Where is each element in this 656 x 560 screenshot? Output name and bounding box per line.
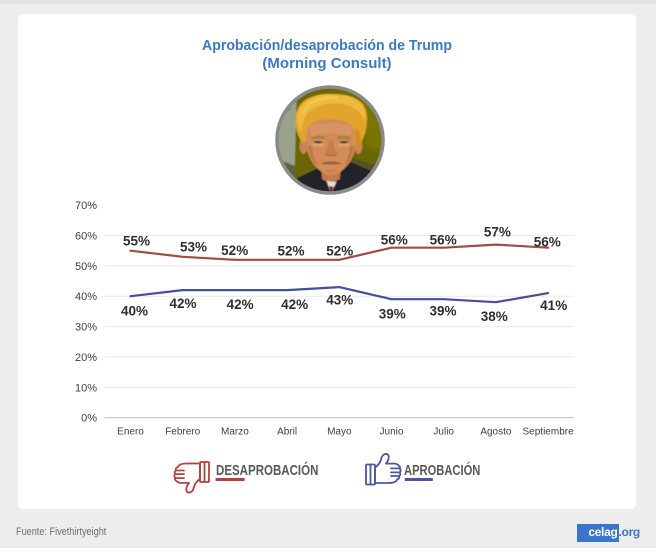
svg-text:40%: 40%: [75, 291, 97, 303]
svg-text:55%: 55%: [123, 234, 150, 249]
svg-text:Septiembre: Septiembre: [523, 427, 575, 438]
svg-text:42%: 42%: [281, 297, 308, 312]
svg-text:Febrero: Febrero: [165, 427, 200, 438]
svg-text:41%: 41%: [540, 298, 567, 313]
svg-text:Mayo: Mayo: [327, 427, 352, 438]
svg-text:Julio: Julio: [433, 427, 454, 438]
svg-text:42%: 42%: [227, 297, 254, 312]
svg-text:42%: 42%: [169, 296, 196, 311]
svg-text:53%: 53%: [180, 240, 207, 255]
svg-text:Junio: Junio: [380, 427, 404, 438]
svg-text:0%: 0%: [81, 413, 97, 425]
svg-text:10%: 10%: [75, 382, 97, 394]
svg-text:56%: 56%: [430, 232, 457, 247]
svg-text:52%: 52%: [277, 244, 304, 259]
svg-text:52%: 52%: [221, 243, 248, 258]
svg-text:52%: 52%: [326, 244, 353, 259]
svg-text:60%: 60%: [75, 231, 97, 243]
svg-text:56%: 56%: [381, 232, 408, 247]
svg-text:Enero: Enero: [117, 427, 144, 438]
svg-text:39%: 39%: [379, 307, 406, 322]
svg-text:Abril: Abril: [277, 427, 297, 438]
svg-text:39%: 39%: [429, 304, 456, 319]
svg-text:40%: 40%: [121, 304, 148, 319]
svg-text:56%: 56%: [534, 235, 561, 250]
svg-text:38%: 38%: [481, 309, 508, 324]
svg-text:57%: 57%: [484, 225, 511, 240]
svg-text:43%: 43%: [326, 293, 353, 308]
svg-text:Marzo: Marzo: [221, 427, 249, 438]
svg-text:50%: 50%: [75, 261, 97, 273]
svg-text:Agosto: Agosto: [480, 427, 512, 438]
svg-text:70%: 70%: [75, 200, 97, 212]
svg-text:30%: 30%: [75, 322, 97, 334]
svg-text:20%: 20%: [75, 352, 97, 364]
